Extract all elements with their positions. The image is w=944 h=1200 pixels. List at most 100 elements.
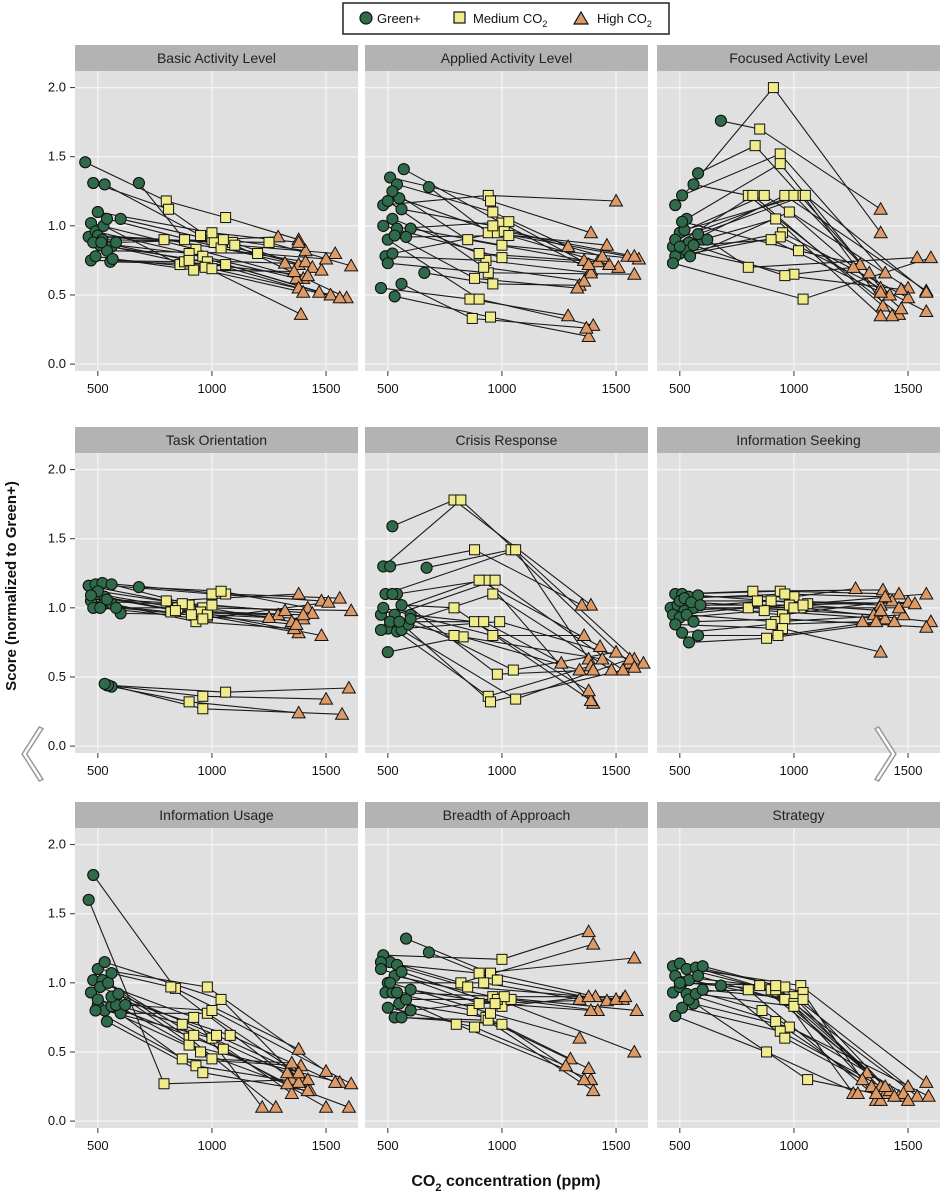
green-point — [79, 156, 92, 169]
high-point — [323, 287, 338, 301]
medium-point — [783, 206, 795, 218]
x-tick-label: 1000 — [779, 1138, 808, 1153]
green-point — [384, 560, 397, 573]
medium-point — [788, 189, 800, 201]
green-point — [692, 228, 705, 241]
green-point — [374, 623, 387, 636]
high-point — [877, 265, 893, 279]
green-point — [386, 212, 399, 225]
high-point — [277, 255, 293, 269]
green-point — [395, 965, 408, 978]
high-point — [877, 611, 893, 625]
medium-point — [758, 189, 770, 201]
medium-point — [183, 1039, 195, 1051]
medium-point — [496, 252, 508, 264]
medium-point — [466, 1004, 478, 1016]
medium-point — [473, 293, 485, 305]
medium-point — [779, 993, 791, 1005]
legend-high-label: High CO2 — [597, 11, 652, 29]
medium-point — [487, 206, 499, 218]
high-point — [583, 1002, 599, 1016]
carousel-next-arrow[interactable]: 〉 — [871, 723, 931, 790]
high-point — [585, 662, 601, 676]
medium-point — [220, 259, 232, 271]
medium-point — [765, 618, 777, 630]
medium-point — [158, 1078, 170, 1090]
green-point — [669, 199, 682, 212]
high-point — [569, 280, 585, 294]
green-point — [404, 612, 417, 625]
green-point — [381, 194, 394, 207]
x-tick-label: 1500 — [602, 1138, 631, 1153]
medium-point — [176, 1018, 188, 1030]
panel-strip — [365, 427, 648, 453]
medium-point — [206, 1053, 218, 1065]
green-point — [676, 189, 689, 202]
x-tick-label: 1500 — [312, 381, 341, 396]
medium-point — [469, 616, 481, 628]
high-point — [581, 328, 597, 342]
high-point — [617, 989, 633, 1003]
medium-point — [478, 616, 490, 628]
medium-point — [761, 1046, 773, 1058]
x-tick-label: 500 — [87, 1138, 109, 1153]
high-point — [626, 950, 642, 964]
green-point — [114, 212, 127, 225]
high-point — [295, 607, 311, 621]
green-point — [119, 998, 132, 1011]
x-axis-title-main: CO — [411, 1173, 435, 1190]
green-point — [87, 869, 100, 882]
high-point — [873, 603, 889, 617]
medium-point — [489, 574, 501, 586]
green-point — [390, 986, 403, 999]
carousel-prev-arrow[interactable]: 〈 — [0, 723, 47, 790]
green-point — [87, 176, 100, 189]
high-point — [622, 651, 638, 665]
green-point — [381, 1001, 394, 1014]
high-point — [608, 193, 624, 207]
medium-point — [797, 599, 809, 611]
green-point — [132, 176, 145, 189]
green-point — [400, 230, 413, 243]
x-tick-label: 500 — [377, 1138, 399, 1153]
x-axis-title-tail: concentration (ppm) — [442, 1173, 601, 1190]
medium-point — [797, 993, 809, 1005]
medium-point — [197, 690, 209, 702]
x-tick-label: 1000 — [197, 1138, 226, 1153]
medium-point — [220, 212, 232, 224]
medium-point — [215, 585, 227, 597]
green-point — [393, 615, 406, 628]
panel-6: Information Seeking 500 1000 1500 — [657, 427, 940, 778]
medium-point — [176, 598, 188, 610]
green-point — [395, 203, 408, 216]
medium-point — [195, 230, 207, 242]
green-point — [100, 244, 113, 257]
x-tick-label: 1000 — [197, 381, 226, 396]
high-point — [918, 619, 934, 633]
green-point — [395, 599, 408, 612]
green-point — [669, 1010, 682, 1023]
high-point — [581, 683, 597, 697]
high-point — [341, 680, 357, 694]
medium-point — [473, 247, 485, 259]
high-point — [327, 245, 343, 259]
green-point — [676, 626, 689, 639]
y-tick-label: 0.0 — [48, 738, 66, 753]
medium-point — [485, 195, 497, 207]
green-point — [91, 993, 104, 1006]
high-point — [583, 597, 599, 611]
y-axis-title: Score (normalized to Green+) — [3, 481, 20, 691]
high-point — [918, 304, 934, 318]
high-point — [873, 201, 889, 215]
y-tick-label: 2.0 — [48, 462, 66, 477]
y-tick-label: 1.5 — [48, 531, 66, 546]
x-tick-label: 1000 — [487, 1138, 516, 1153]
high-point — [608, 644, 624, 658]
high-point — [284, 1085, 300, 1099]
high-point — [868, 614, 884, 628]
high-point — [873, 284, 889, 298]
x-tick-label: 1000 — [779, 763, 808, 778]
medium-point — [779, 981, 791, 993]
high-point — [891, 600, 907, 614]
high-point — [279, 1065, 295, 1079]
